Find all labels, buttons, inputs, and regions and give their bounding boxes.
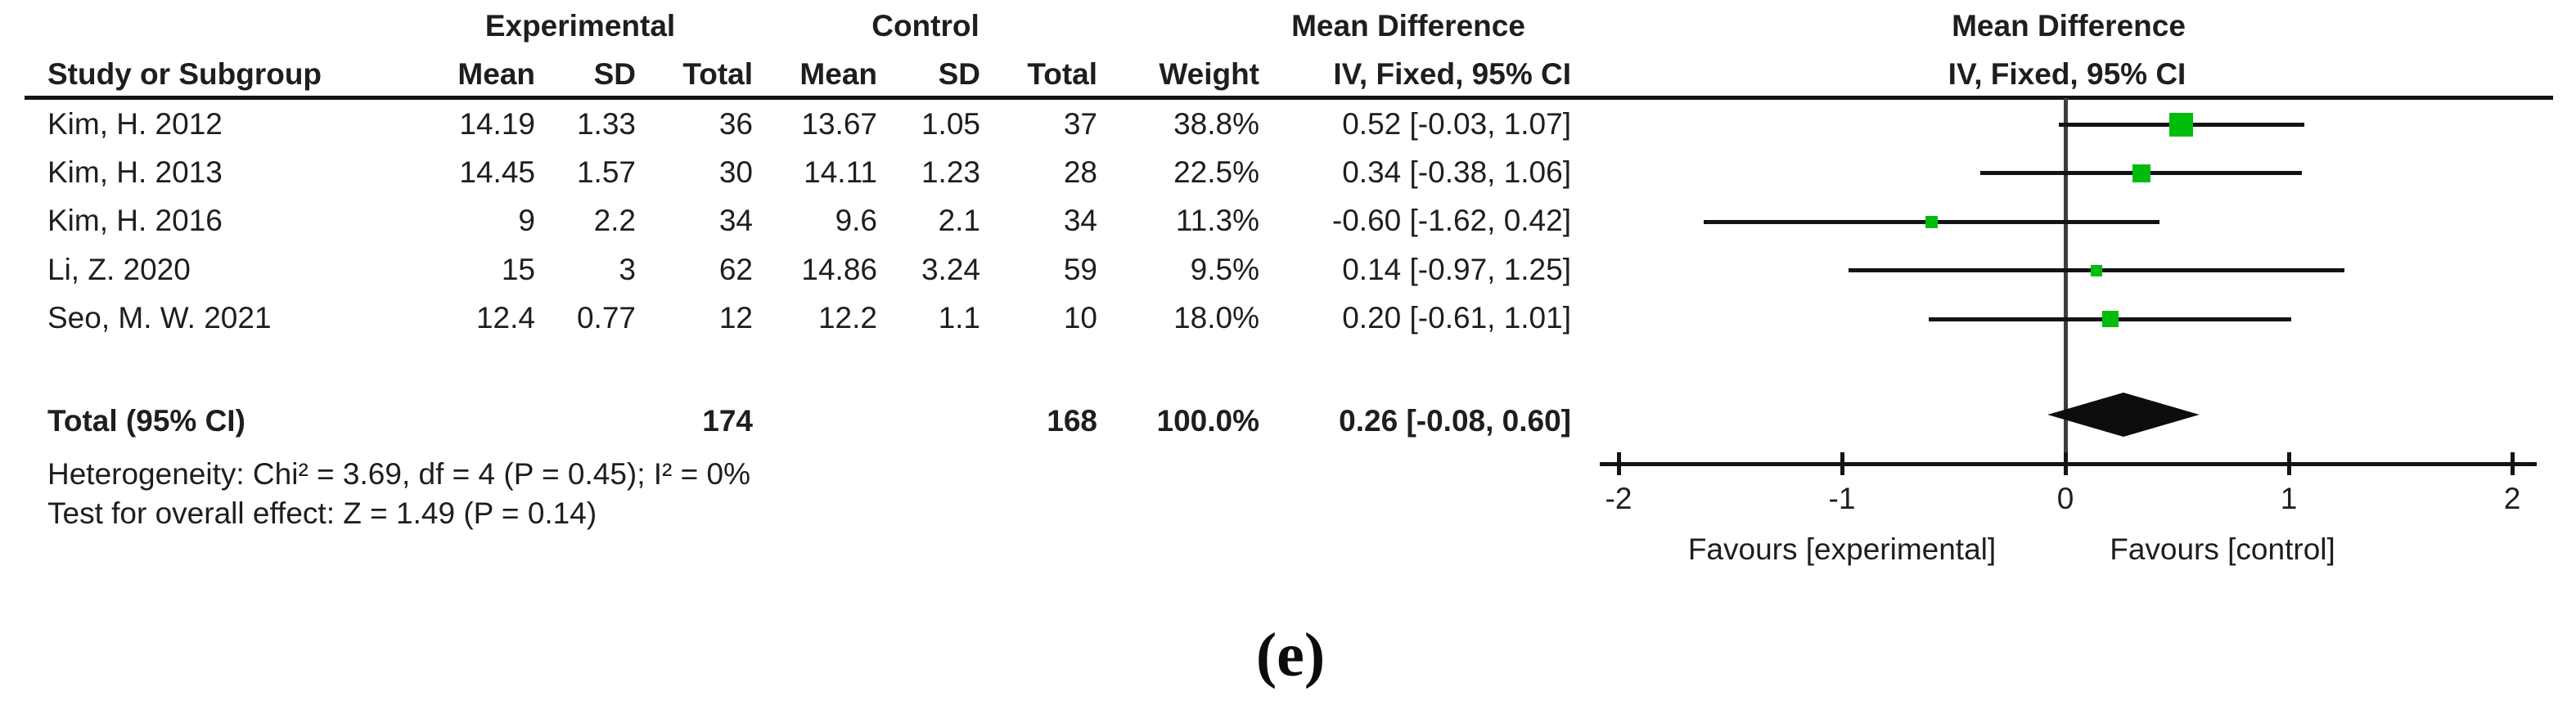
exp-mean: 12.4 [475,301,535,335]
table-row: Li, Z. 2020 15 3 62 14.86 3.24 59 9.5% 0… [0,245,2576,294]
header-rule [25,96,2553,100]
effect-marker [2091,264,2103,276]
total-ctl-n: 168 [1047,404,1097,438]
col-header-ctl-sd: SD [938,57,980,91]
group-header-control: Control [871,9,980,43]
ctl-sd: 1.23 [921,155,980,189]
ci-text: 0.14 [-0.97, 1.25] [1342,253,1571,286]
study-label: Kim, H. 2012 [47,107,223,141]
axis-tick-label: -1 [1828,482,1856,515]
weight: 11.3% [1175,204,1259,237]
favours-control-label: Favours [control] [2110,532,2335,566]
group-header-row: Experimental Control Mean Difference Mea… [0,7,2576,56]
col-header-weight: Weight [1159,57,1259,91]
exp-sd: 3 [619,253,636,286]
exp-total: 62 [718,253,753,286]
total-exp-n: 174 [702,404,753,438]
ctl-mean: 12.2 [817,301,877,335]
study-label: Seo, M. W. 2021 [47,301,272,335]
zero-line [2063,98,2068,464]
exp-mean: 9 [518,204,535,237]
table-row: Kim, H. 2012 14.19 1.33 36 13.67 1.05 37… [0,100,2576,149]
ctl-mean: 14.11 [804,155,877,189]
exp-sd: 0.77 [576,301,636,335]
col-header-ci: IV, Fixed, 95% CI [1333,57,1571,91]
col-header-ctl-mean: Mean [799,57,877,91]
exp-sd: 1.33 [576,107,636,141]
ctl-mean: 14.86 [801,253,877,286]
total-row: Total (95% CI) 174 168 100.0% 0.26 [-0.0… [0,397,2576,446]
column-header-row: Study or Subgroup Mean SD Total Mean SD … [0,52,2576,101]
exp-sd: 1.57 [576,155,636,189]
table-row: Kim, H. 2013 14.45 1.57 30 14.11 1.23 28… [0,148,2576,197]
exp-mean: 14.19 [459,107,535,141]
ci-text: 0.52 [-0.03, 1.07] [1342,107,1571,141]
group-header-mean-difference-table: Mean Difference [1291,9,1525,43]
weight: 9.5% [1190,253,1259,286]
weight: 22.5% [1173,155,1259,189]
study-label: Kim, H. 2013 [47,155,223,189]
ctl-total: 37 [1063,107,1097,141]
ci-text: 0.34 [-0.38, 1.06] [1342,155,1571,189]
group-header-experimental: Experimental [484,9,676,43]
axis-tick-label: 1 [2280,482,2298,515]
ctl-sd: 3.24 [921,253,980,286]
study-label: Li, Z. 2020 [47,253,191,286]
axis-tick [2287,452,2291,475]
col-header-exp-total: Total [682,57,753,91]
exp-mean: 14.45 [459,155,535,189]
table-row: Seo, M. W. 2021 12.4 0.77 12 12.2 1.1 10… [0,294,2576,343]
exp-total: 34 [718,204,753,237]
exp-total: 12 [718,301,753,335]
ctl-mean: 13.67 [801,107,877,141]
col-header-study: Study or Subgroup [47,57,322,91]
ctl-total: 59 [1063,253,1097,286]
ctl-sd: 1.05 [921,107,980,141]
col-header-exp-mean: Mean [457,57,535,91]
ctl-total: 10 [1063,301,1097,335]
ctl-total: 28 [1063,155,1097,189]
total-diamond [2047,393,2200,437]
exp-sd: 2.2 [593,204,636,237]
ctl-sd: 1.1 [938,301,980,335]
heterogeneity-note: Heterogeneity: Chi² = 3.69, df = 4 (P = … [47,457,751,491]
axis-tick [2511,452,2515,475]
exp-total: 30 [718,155,753,189]
axis-tick [1617,452,1621,475]
weight: 38.8% [1173,107,1259,141]
total-ci-text: 0.26 [-0.08, 0.60] [1339,404,1571,438]
exp-total: 36 [718,107,753,141]
col-header-ci-plot: IV, Fixed, 95% CI [1948,57,2186,91]
weight: 18.0% [1173,301,1259,335]
table-row: Kim, H. 2016 9 2.2 34 9.6 2.1 34 11.3% -… [0,196,2576,245]
effect-marker [1925,215,1938,228]
col-header-ctl-total: Total [1027,57,1097,91]
exp-mean: 15 [501,253,535,286]
axis-tick-label: -2 [1605,482,1633,515]
axis-tick-label: 2 [2503,482,2521,515]
total-label: Total (95% CI) [47,404,245,438]
ctl-total: 34 [1063,204,1097,237]
favours-experimental-label: Favours [experimental] [1687,532,1997,566]
effect-marker [2169,112,2194,137]
study-label: Kim, H. 2016 [47,204,223,237]
overall-effect-note: Test for overall effect: Z = 1.49 (P = 0… [47,496,597,530]
ctl-mean: 9.6 [835,204,877,237]
effect-marker [2132,164,2150,182]
col-header-exp-sd: SD [593,57,636,91]
x-axis [1600,462,2537,466]
ctl-sd: 2.1 [938,204,980,237]
ci-text: -0.60 [-1.62, 0.42] [1331,204,1571,237]
ci-text: 0.20 [-0.61, 1.01] [1342,301,1571,335]
figure-caption: (e) [1255,621,1326,689]
effect-marker [2101,311,2119,327]
group-header-mean-difference-plot: Mean Difference [1952,9,2186,43]
total-weight: 100.0% [1156,404,1260,438]
axis-tick [2064,452,2068,475]
axis-tick-label: 0 [2056,482,2074,515]
axis-tick [1840,452,1844,475]
